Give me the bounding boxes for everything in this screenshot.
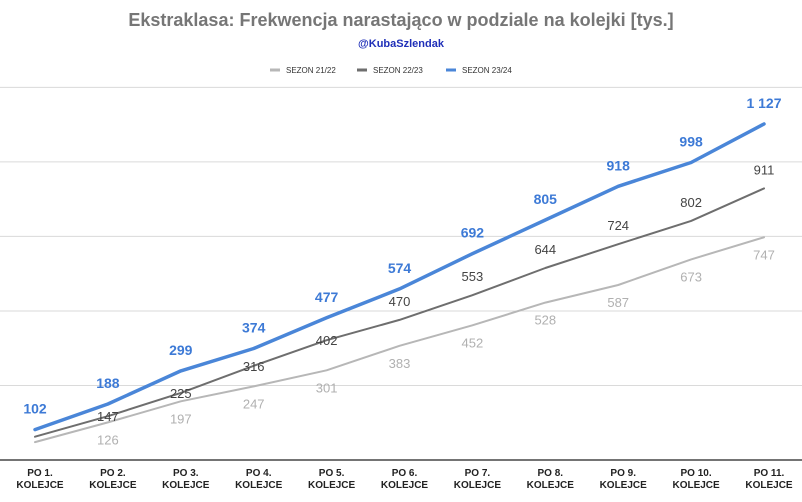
chart-subtitle: @KubaSzlendak [358, 38, 445, 50]
data-label: 470 [389, 294, 411, 309]
series-line [33, 122, 766, 432]
legend-label: SEZON 21/22 [286, 66, 336, 75]
chart-legend: SEZON 21/22 SEZON 22/23 SEZON 23/24 [270, 66, 512, 75]
x-tick-label: PO 8. KOLEJCE [527, 468, 575, 491]
data-label: 299 [169, 342, 193, 358]
data-label: 247 [243, 396, 265, 411]
chart-grid [0, 86, 802, 461]
x-tick-label: PO 7. KOLEJCE [454, 468, 502, 491]
data-label: 805 [534, 191, 558, 207]
data-label: 301 [316, 380, 338, 395]
data-label: 553 [462, 269, 484, 284]
data-label: 1 127 [746, 95, 781, 111]
x-tick-label: PO 4. KOLEJCE [235, 468, 283, 491]
legend-label: SEZON 23/24 [462, 66, 512, 75]
data-label: 692 [461, 225, 485, 241]
data-labels: 126 197 247 301 383 452 528 587 673 747 147 225 316 4… [23, 95, 781, 447]
data-label: 374 [242, 320, 266, 336]
x-tick-label: PO 10. KOLEJCE [672, 468, 720, 491]
series-lines [33, 122, 766, 444]
legend-item: SEZON 21/22 [270, 66, 336, 75]
data-label: 147 [97, 409, 119, 424]
x-tick-label: PO 11. KOLEJCE [745, 468, 793, 491]
legend-item: SEZON 23/24 [446, 66, 512, 75]
data-label: 574 [388, 260, 412, 276]
data-label: 587 [607, 295, 629, 310]
series-line [34, 187, 765, 438]
data-label: 747 [753, 247, 775, 262]
data-label: 383 [389, 356, 411, 371]
data-label: 802 [680, 195, 702, 210]
legend-label: SEZON 22/23 [373, 66, 423, 75]
data-label: 911 [754, 162, 775, 177]
data-label: 477 [315, 289, 339, 305]
data-label: 126 [97, 432, 119, 447]
data-label: 998 [679, 133, 703, 149]
data-label: 673 [680, 269, 702, 284]
data-label: 918 [607, 157, 631, 173]
data-label: 316 [243, 359, 265, 374]
data-label: 724 [607, 218, 629, 233]
legend-item: SEZON 22/23 [357, 66, 423, 75]
x-tick-label: PO 1. KOLEJCE [16, 468, 64, 491]
series-line [34, 236, 765, 444]
x-tick-label: PO 6. KOLEJCE [381, 468, 429, 491]
data-label: 102 [23, 401, 47, 417]
data-label: 188 [96, 375, 120, 391]
data-label: 644 [534, 242, 556, 257]
data-label: 225 [170, 386, 192, 401]
x-tick-label: PO 2. KOLEJCE [89, 468, 137, 491]
x-axis: PO 1. KOLEJCE PO 2. KOLEJCE PO 3. KOLEJCE PO 4… [16, 468, 793, 491]
data-label: 402 [316, 333, 338, 348]
data-label: 452 [462, 335, 484, 350]
data-label: 197 [170, 411, 192, 426]
x-tick-label: PO 5. KOLEJCE [308, 468, 356, 491]
data-label: 528 [534, 313, 556, 328]
x-tick-label: PO 3. KOLEJCE [162, 468, 210, 491]
x-tick-label: PO 9. KOLEJCE [600, 468, 648, 491]
chart-title: Ekstraklasa: Frekwencja narastająco w po… [128, 10, 673, 30]
